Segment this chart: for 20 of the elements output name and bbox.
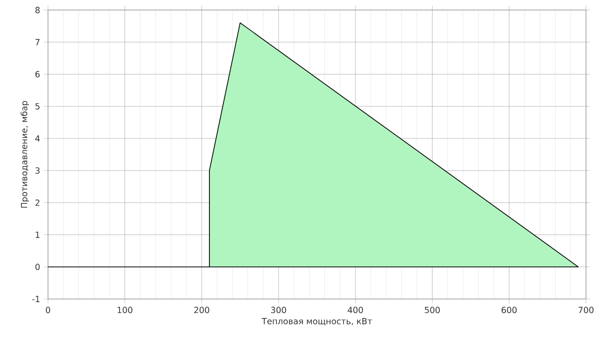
y-tick-label: -1 [32, 296, 40, 302]
y-tick-label: 6 [35, 71, 40, 78]
y-tick-label: 2 [35, 200, 40, 206]
x-tick-label: 700 [578, 306, 594, 314]
y-tick-label: 3 [35, 167, 40, 174]
x-tick-label: 0 [46, 306, 50, 314]
x-tick-label: 100 [118, 306, 132, 314]
y-axis-title: Противодавление, мбар [20, 100, 29, 208]
x-axis-title: Тепловая мощность, кВт [262, 318, 372, 326]
y-tick-label: 1 [36, 232, 40, 238]
y-tick-label: 8 [35, 6, 40, 14]
y-tick-label: 7 [36, 39, 40, 46]
x-tick-label: 500 [424, 306, 440, 314]
x-tick-label: 300 [271, 306, 286, 314]
x-tick-label: 400 [348, 306, 363, 314]
y-tick-label: 5 [35, 103, 40, 110]
y-tick-label: 0 [35, 264, 40, 270]
x-tick-label: 600 [502, 306, 517, 314]
y-tick-label: 4 [35, 135, 40, 142]
x-tick-label: 200 [194, 306, 210, 314]
